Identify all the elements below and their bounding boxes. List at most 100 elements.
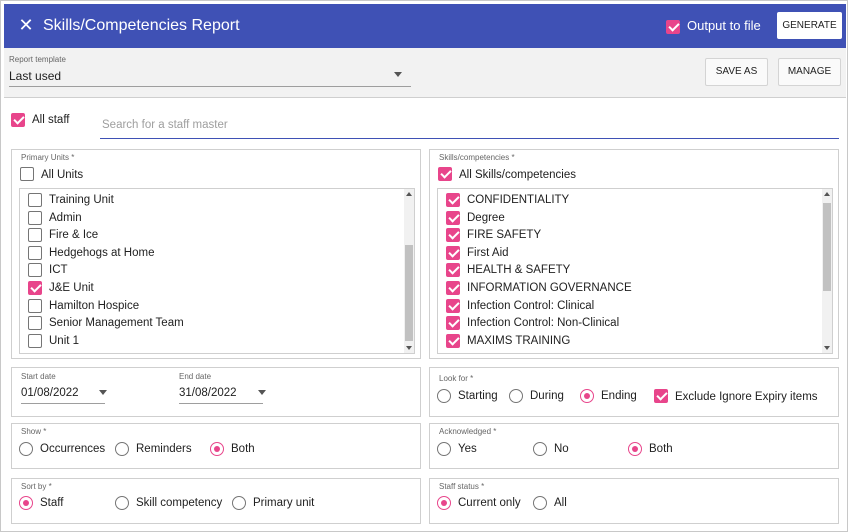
look-for-starting-radio[interactable] [437, 389, 451, 403]
unit-item-label: Senior Management Team [49, 317, 184, 330]
generate-button[interactable]: GENERATE [777, 12, 842, 39]
list-item[interactable]: Admin [20, 210, 400, 227]
skill-item-checkbox[interactable] [446, 245, 460, 260]
start-date-input[interactable]: 01/08/2022 [21, 387, 79, 399]
unit-item-checkbox[interactable] [28, 245, 42, 260]
manage-button[interactable]: MANAGE [778, 58, 841, 86]
sort-by-staff-radio[interactable] [19, 496, 33, 510]
start-date-label: Start date [21, 372, 56, 381]
all-skills-checkbox[interactable] [438, 167, 452, 181]
list-item[interactable]: Infection Control: Non-Clinical [438, 315, 818, 332]
skill-item-checkbox[interactable] [446, 281, 460, 295]
staff-status-current-radio[interactable] [437, 496, 451, 510]
skill-item-checkbox[interactable] [446, 316, 460, 331]
skills-list[interactable]: CONFIDENTIALITY Degree FIRE SAFETY First Ai… [437, 188, 833, 354]
skill-item-checkbox[interactable] [446, 263, 460, 278]
unit-item-checkbox[interactable] [28, 316, 42, 331]
scroll-up-icon[interactable] [824, 192, 830, 196]
unit-item-checkbox[interactable] [28, 193, 42, 207]
list-item[interactable]: Degree [438, 210, 818, 227]
list-item[interactable]: Infection Control: Clinical [438, 298, 818, 315]
scroll-down-icon[interactable] [406, 346, 412, 350]
list-item[interactable]: INFORMATION GOVERNANCE [438, 280, 818, 297]
show-both-radio[interactable] [210, 442, 224, 456]
close-icon[interactable]: ✕ [18, 15, 34, 35]
skill-item-label: MAXIMS TRAINING [467, 334, 571, 347]
all-staff-checkbox[interactable] [11, 113, 25, 127]
all-units-checkbox[interactable] [20, 167, 34, 181]
sort-by-panel: Sort by * Staff Skill competency Primary… [11, 478, 421, 524]
output-to-file-checkbox[interactable] [666, 20, 680, 34]
list-item[interactable]: Senior Management Team [20, 315, 400, 332]
skill-item-checkbox[interactable] [446, 193, 460, 207]
skill-item-checkbox[interactable] [446, 210, 460, 225]
units-scrollbar[interactable] [404, 189, 414, 353]
report-template-select[interactable]: Last used [9, 69, 62, 83]
skill-item-checkbox[interactable] [446, 333, 460, 348]
scroll-down-icon[interactable] [824, 346, 830, 350]
acknowledged-no-radio[interactable] [533, 442, 547, 456]
unit-item-checkbox[interactable] [28, 333, 42, 348]
staff-search-input[interactable] [100, 111, 839, 139]
show-reminders-label: Reminders [136, 443, 192, 455]
unit-item-checkbox[interactable] [28, 210, 42, 225]
look-for-during-radio[interactable] [509, 389, 523, 403]
all-staff-label: All staff [32, 114, 70, 126]
scroll-up-icon[interactable] [406, 192, 412, 196]
acknowledged-yes-radio[interactable] [437, 442, 451, 456]
staff-status-panel: Staff status * Current only All [429, 478, 839, 524]
look-for-ending-radio[interactable] [580, 389, 594, 403]
show-reminders-radio[interactable] [115, 442, 129, 456]
staff-status-all-radio[interactable] [533, 496, 547, 510]
list-item[interactable]: Unit 1 [20, 333, 400, 350]
list-item[interactable]: Fire & Ice [20, 227, 400, 244]
chevron-down-icon[interactable] [258, 390, 266, 395]
unit-item-checkbox[interactable] [28, 281, 42, 295]
staff-status-current-label: Current only [458, 497, 521, 509]
list-item[interactable]: Hedgehogs at Home [20, 245, 400, 262]
skills-scroll-thumb[interactable] [823, 203, 831, 291]
list-item[interactable]: First Aid [438, 245, 818, 262]
skill-item-label: First Aid [467, 246, 509, 259]
acknowledged-label: Acknowledged * [439, 427, 497, 436]
sort-by-unit-label: Primary unit [253, 497, 315, 509]
list-item[interactable]: Hamilton Hospice [20, 298, 400, 315]
units-scroll-thumb[interactable] [405, 245, 413, 341]
list-item[interactable]: Training Unit [20, 192, 400, 209]
skill-item-checkbox[interactable] [446, 298, 460, 313]
staff-status-label: Staff status * [439, 482, 485, 491]
exclude-ignore-expiry-checkbox[interactable] [654, 389, 668, 403]
skill-item-label: Degree [467, 211, 505, 224]
list-item[interactable]: MAXIMS TRAINING [438, 333, 818, 350]
unit-item-checkbox[interactable] [28, 263, 42, 278]
look-for-ending-label: Ending [601, 390, 637, 402]
primary-units-panel: Primary Units * All Units Training Unit A… [11, 149, 421, 359]
list-item[interactable]: ICT [20, 262, 400, 279]
select-underline [9, 86, 411, 87]
unit-item-checkbox[interactable] [28, 298, 42, 313]
show-occurrences-radio[interactable] [19, 442, 33, 456]
save-as-button[interactable]: SAVE AS [705, 58, 768, 86]
show-label: Show * [21, 427, 47, 436]
list-item[interactable]: HEALTH & SAFETY [438, 262, 818, 279]
look-for-starting-label: Starting [458, 390, 498, 402]
list-item[interactable]: J&E Unit [20, 280, 400, 297]
list-item[interactable]: CONFIDENTIALITY [438, 192, 818, 209]
chevron-down-icon[interactable] [394, 72, 402, 77]
sort-by-unit-radio[interactable] [232, 496, 246, 510]
acknowledged-no-label: No [554, 443, 569, 455]
unit-item-checkbox[interactable] [28, 228, 42, 243]
show-panel: Show * Occurrences Reminders Both [11, 423, 421, 469]
skill-item-checkbox[interactable] [446, 228, 460, 243]
acknowledged-both-radio[interactable] [628, 442, 642, 456]
end-date-input[interactable]: 31/08/2022 [179, 387, 237, 399]
skills-scrollbar[interactable] [822, 189, 832, 353]
show-occurrences-label: Occurrences [40, 443, 106, 455]
acknowledged-panel: Acknowledged * Yes No Both [429, 423, 839, 469]
unit-item-label: Unit 1 [49, 334, 80, 347]
end-date-underline [179, 403, 263, 404]
sort-by-skill-radio[interactable] [115, 496, 129, 510]
chevron-down-icon[interactable] [99, 390, 107, 395]
primary-units-list[interactable]: Training Unit Admin Fire & Ice Hedgehogs at… [19, 188, 415, 354]
list-item[interactable]: FIRE SAFETY [438, 227, 818, 244]
